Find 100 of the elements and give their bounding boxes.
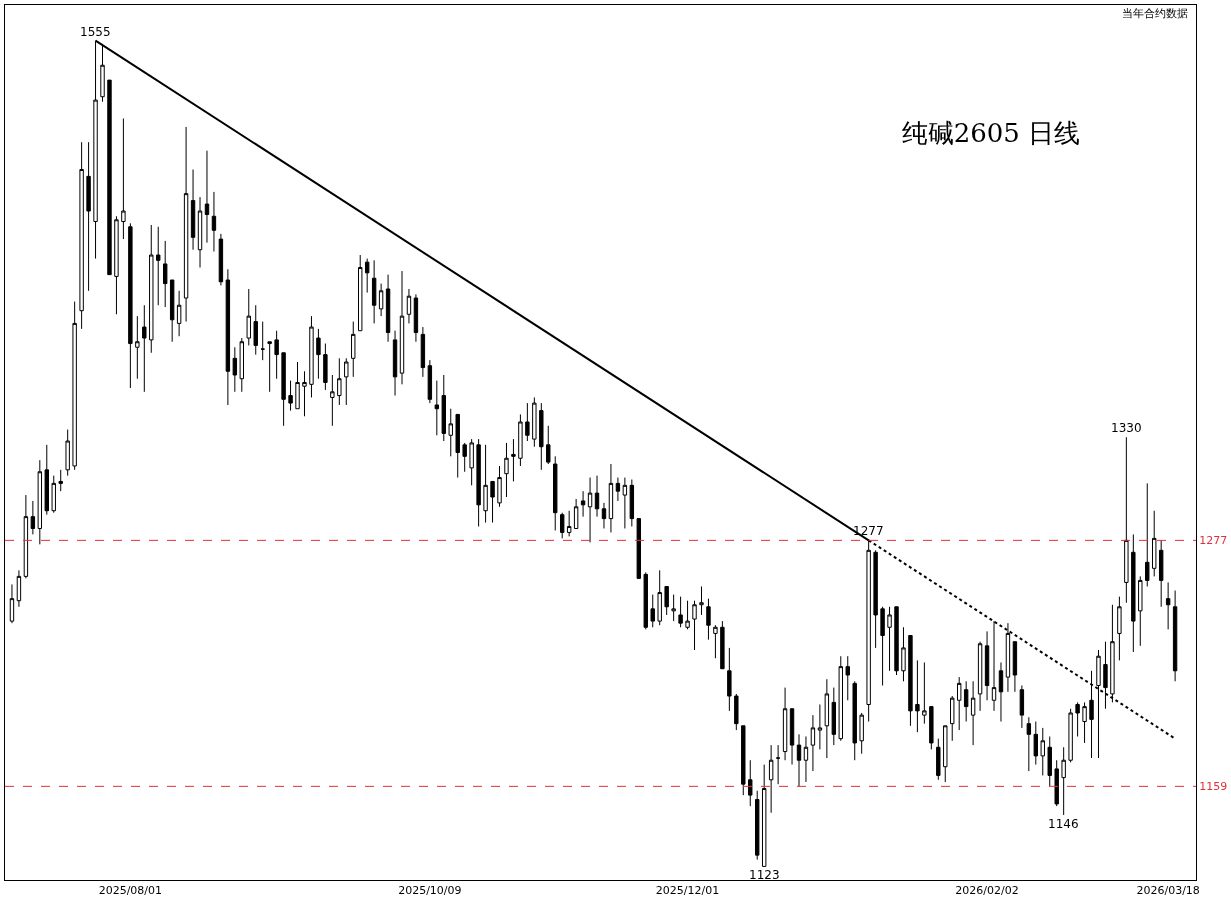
candlestick	[532, 396, 537, 448]
candlestick	[984, 630, 990, 701]
candlestick	[309, 315, 314, 398]
candlestick	[135, 315, 140, 380]
candlestick	[546, 425, 551, 465]
x-tick-label: 2026/02/02	[955, 884, 1019, 898]
candlestick	[1033, 721, 1039, 766]
candlestick	[525, 402, 530, 442]
candlestick	[573, 498, 579, 529]
candlestick	[1040, 727, 1045, 776]
candlestick	[692, 600, 697, 651]
candlestick	[664, 585, 669, 616]
candlestick	[316, 328, 321, 380]
candlestick	[16, 569, 22, 608]
candlestick	[218, 233, 224, 286]
candlestick	[657, 569, 662, 626]
candlestick	[963, 680, 969, 723]
candlestick	[706, 598, 711, 641]
candlestick	[845, 655, 850, 701]
candlestick	[504, 442, 509, 498]
candlestick	[1110, 604, 1115, 703]
candlestick	[225, 268, 231, 406]
candlestick	[211, 191, 217, 252]
candlestick	[1047, 736, 1052, 787]
candlestick	[378, 283, 384, 317]
candlestick	[267, 341, 272, 393]
candlestick	[274, 330, 279, 380]
candlestick	[441, 374, 446, 442]
candlestick	[518, 413, 523, 467]
candlestick	[51, 475, 56, 514]
candlestick	[1131, 533, 1136, 653]
x-tick-label: 2025/12/01	[655, 884, 720, 898]
candlestick	[587, 477, 593, 543]
candlestick	[169, 279, 175, 343]
candlestick	[497, 465, 502, 508]
candlestick	[246, 288, 251, 346]
candlestick	[699, 585, 704, 616]
candlestick	[413, 293, 419, 343]
candlestick	[1152, 510, 1157, 577]
candlestick	[748, 759, 753, 807]
x-tick-label: 2025/10/09	[398, 884, 462, 898]
candlestick	[469, 438, 474, 486]
candlestick	[511, 438, 516, 482]
candlestick	[302, 370, 307, 417]
candlestick	[281, 352, 286, 427]
candlestick	[183, 126, 189, 323]
candlestick	[1068, 708, 1073, 763]
candlestick	[873, 549, 878, 649]
candlestick	[37, 459, 43, 545]
candlestick	[650, 594, 655, 628]
candlestick	[734, 693, 739, 731]
candlestick	[908, 635, 913, 727]
candlestick	[671, 594, 676, 622]
candlestick	[678, 596, 683, 628]
candlestick	[190, 168, 196, 251]
candlestick	[727, 647, 732, 712]
candlestick	[622, 477, 628, 529]
candlestick	[956, 676, 962, 731]
candlestick	[107, 79, 112, 276]
candlestick	[344, 357, 349, 406]
candlestick	[810, 714, 816, 772]
candlestick	[176, 290, 182, 337]
candlestick	[1012, 641, 1018, 693]
candlestick	[901, 626, 906, 682]
candlestick	[197, 196, 203, 268]
candlestick	[761, 764, 767, 867]
candlestick	[1165, 581, 1171, 630]
candlestick	[1103, 641, 1108, 710]
candlestick	[364, 258, 370, 294]
candlestick	[936, 738, 941, 781]
candlestick	[755, 790, 760, 861]
candlestick	[859, 712, 864, 755]
candlestick	[1082, 701, 1087, 744]
candlestick	[323, 343, 328, 391]
x-tick-label: 2025/08/01	[98, 884, 163, 898]
candlestick	[156, 226, 161, 306]
candlestick	[887, 606, 892, 672]
candlestick	[803, 736, 809, 783]
candlestick	[768, 744, 774, 814]
candlestick	[643, 571, 648, 630]
candlestick	[741, 725, 746, 796]
y-tick-label: 1159	[1199, 780, 1228, 794]
candlestick	[1026, 716, 1032, 772]
candlestick	[852, 680, 857, 761]
candlestick	[1124, 436, 1129, 604]
candlestick	[427, 359, 433, 404]
annotation: 1330	[1111, 421, 1142, 435]
candlestick	[991, 620, 997, 712]
annotation: 1555	[80, 25, 111, 39]
candlestick	[434, 380, 440, 436]
candlestick	[86, 141, 91, 292]
candlestick	[260, 321, 265, 361]
candlestick	[1158, 539, 1164, 608]
candlestick	[330, 374, 335, 427]
candlestick	[950, 695, 955, 742]
candlestick	[128, 222, 133, 389]
candlestick	[351, 321, 356, 378]
candlestick	[636, 518, 642, 579]
candlestick	[253, 304, 258, 356]
candlestick	[44, 444, 49, 516]
